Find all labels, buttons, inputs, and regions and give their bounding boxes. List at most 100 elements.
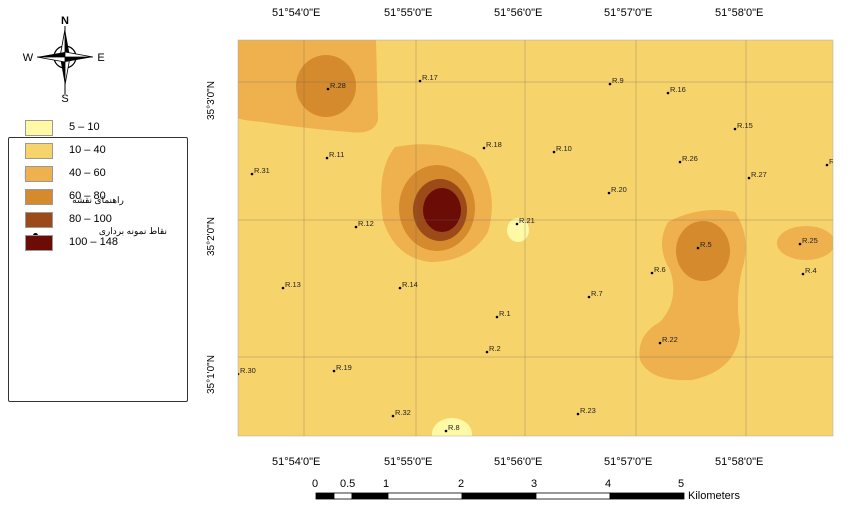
scale-tick-1: 1 — [383, 478, 390, 490]
sample-label: R.20 — [611, 185, 627, 194]
sample-label: R.18 — [486, 140, 502, 149]
sample-point-marker — [495, 315, 499, 319]
legend-class-label: 100 – 148 — [69, 236, 118, 248]
sample-point-marker — [696, 246, 700, 250]
zone-40-60-r25 — [777, 226, 833, 260]
sample-label: R.4 — [805, 266, 817, 275]
sample-label: R.29 — [252, 27, 268, 36]
lon-label-top-1: 51°54'0"E — [272, 7, 321, 19]
sample-label: R.14 — [402, 280, 418, 289]
sample-label: R.32 — [395, 408, 411, 417]
sample-point-marker — [733, 127, 737, 131]
legend-swatch — [25, 166, 53, 182]
legend-class-label: 80 – 100 — [69, 213, 112, 225]
sample-point-marker — [444, 429, 448, 433]
sample-label: R.5 — [700, 240, 712, 249]
sample-point-marker — [398, 286, 402, 290]
west-label: W — [23, 52, 34, 64]
sample-label: R.26 — [682, 154, 698, 163]
scale-tick-0: 0 — [312, 478, 319, 490]
sample-point-marker — [825, 163, 829, 167]
sample-label: R.30 — [240, 366, 256, 375]
sample-point-marker — [326, 87, 330, 91]
zone-5-10-r8 — [432, 418, 472, 436]
lon-label-bottom-4: 51°57'0"E — [604, 456, 653, 468]
legend-subtitle: راهنمای نقشه — [72, 195, 124, 205]
scale-tick-4: 4 — [605, 478, 612, 490]
sample-label: R.16 — [670, 85, 686, 94]
sample-point-marker — [552, 150, 556, 154]
sample-point-marker — [515, 222, 519, 226]
sample-label: R.7 — [591, 289, 603, 298]
sample-point-marker — [482, 146, 486, 150]
legend-points-label: نقاط نمونه برداری — [98, 226, 167, 236]
sample-label: R.27 — [751, 170, 767, 179]
sample-point-marker — [418, 79, 422, 83]
south-label: S — [61, 93, 68, 104]
sample-label: R.15 — [737, 121, 753, 130]
sample-point-marker — [391, 414, 395, 418]
lat-label-left-3: 35°1'0"N — [206, 355, 217, 394]
sample-point-marker — [747, 176, 751, 180]
sample-point-marker — [281, 286, 285, 290]
sample-label: R.21 — [519, 216, 535, 225]
north-label: N — [61, 15, 69, 27]
sample-point-marker — [666, 91, 670, 95]
map-border — [237, 39, 834, 437]
legend-class-label: 60 – 80 — [69, 190, 106, 202]
lat-label-left-2: 35°2'0"N — [206, 217, 217, 256]
sample-point-marker — [658, 341, 662, 345]
legend: Pb راهنمای نقشه نقاط نمونه برداری 5 – 10… — [8, 120, 188, 402]
scale-tick-2: 2 — [458, 478, 465, 490]
zone-5-10-r21 — [507, 218, 529, 242]
sample-point-marker — [325, 156, 329, 160]
sample-point-marker — [587, 295, 591, 299]
scale-tick-3: 3 — [531, 478, 538, 490]
zone-60-80-northwest — [296, 55, 356, 117]
scale-unit-label: Kilometers — [688, 490, 740, 502]
sample-label: R.1 — [499, 309, 511, 318]
sample-label: R.11 — [329, 150, 344, 159]
lon-label-bottom-5: 51°58'0"E — [715, 456, 764, 468]
sample-point-marker — [608, 82, 612, 86]
sample-label: R.31 — [254, 166, 270, 175]
legend-swatch — [25, 120, 53, 136]
lat-label-left-1: 35°3'0"N — [206, 81, 217, 120]
sample-label: R.25 — [802, 236, 818, 245]
east-label: E — [97, 52, 104, 64]
legend-swatch — [25, 212, 53, 228]
north-arrow-icon: N S W E — [23, 15, 105, 104]
lon-label-top-3: 51°56'0"E — [494, 7, 543, 19]
scale-bar — [315, 492, 685, 500]
lon-label-top-5: 51°58'0"E — [715, 7, 764, 19]
sample-label: R.13 — [285, 280, 301, 289]
sample-point-marker — [238, 372, 240, 376]
legend-class-label: 40 – 60 — [69, 167, 106, 179]
sample-point-marker — [249, 34, 252, 37]
scale-tick-5: 5 — [678, 478, 685, 490]
legend-class-label: 10 – 40 — [69, 144, 106, 156]
sample-point-marker — [801, 272, 805, 276]
sample-label: R.28 — [330, 81, 346, 90]
sample-label: R.19 — [336, 363, 352, 372]
sample-label: R.8 — [448, 423, 460, 432]
sample-point-marker — [798, 242, 802, 246]
legend-swatch — [25, 189, 53, 205]
sample-label: R.10 — [556, 144, 572, 153]
sample-label: R.9 — [612, 76, 624, 85]
lon-label-bottom-1: 51°54'0"E — [272, 456, 321, 468]
sample-point-marker — [332, 369, 336, 373]
sample-point-marker — [485, 350, 489, 354]
sample-point-marker — [678, 160, 682, 164]
lon-label-top-2: 51°55'0"E — [384, 7, 433, 19]
sample-label: R.2 — [489, 344, 501, 353]
legend-class-label: 5 – 10 — [69, 121, 100, 133]
sample-point-marker — [250, 172, 254, 176]
sample-label: R.23 — [580, 406, 596, 415]
zone-100-148-center — [423, 188, 461, 232]
legend-swatch — [25, 143, 53, 159]
sample-label: R.6 — [654, 265, 666, 274]
sample-label: R.3 — [829, 157, 841, 166]
lon-label-bottom-2: 51°55'0"E — [384, 456, 433, 468]
